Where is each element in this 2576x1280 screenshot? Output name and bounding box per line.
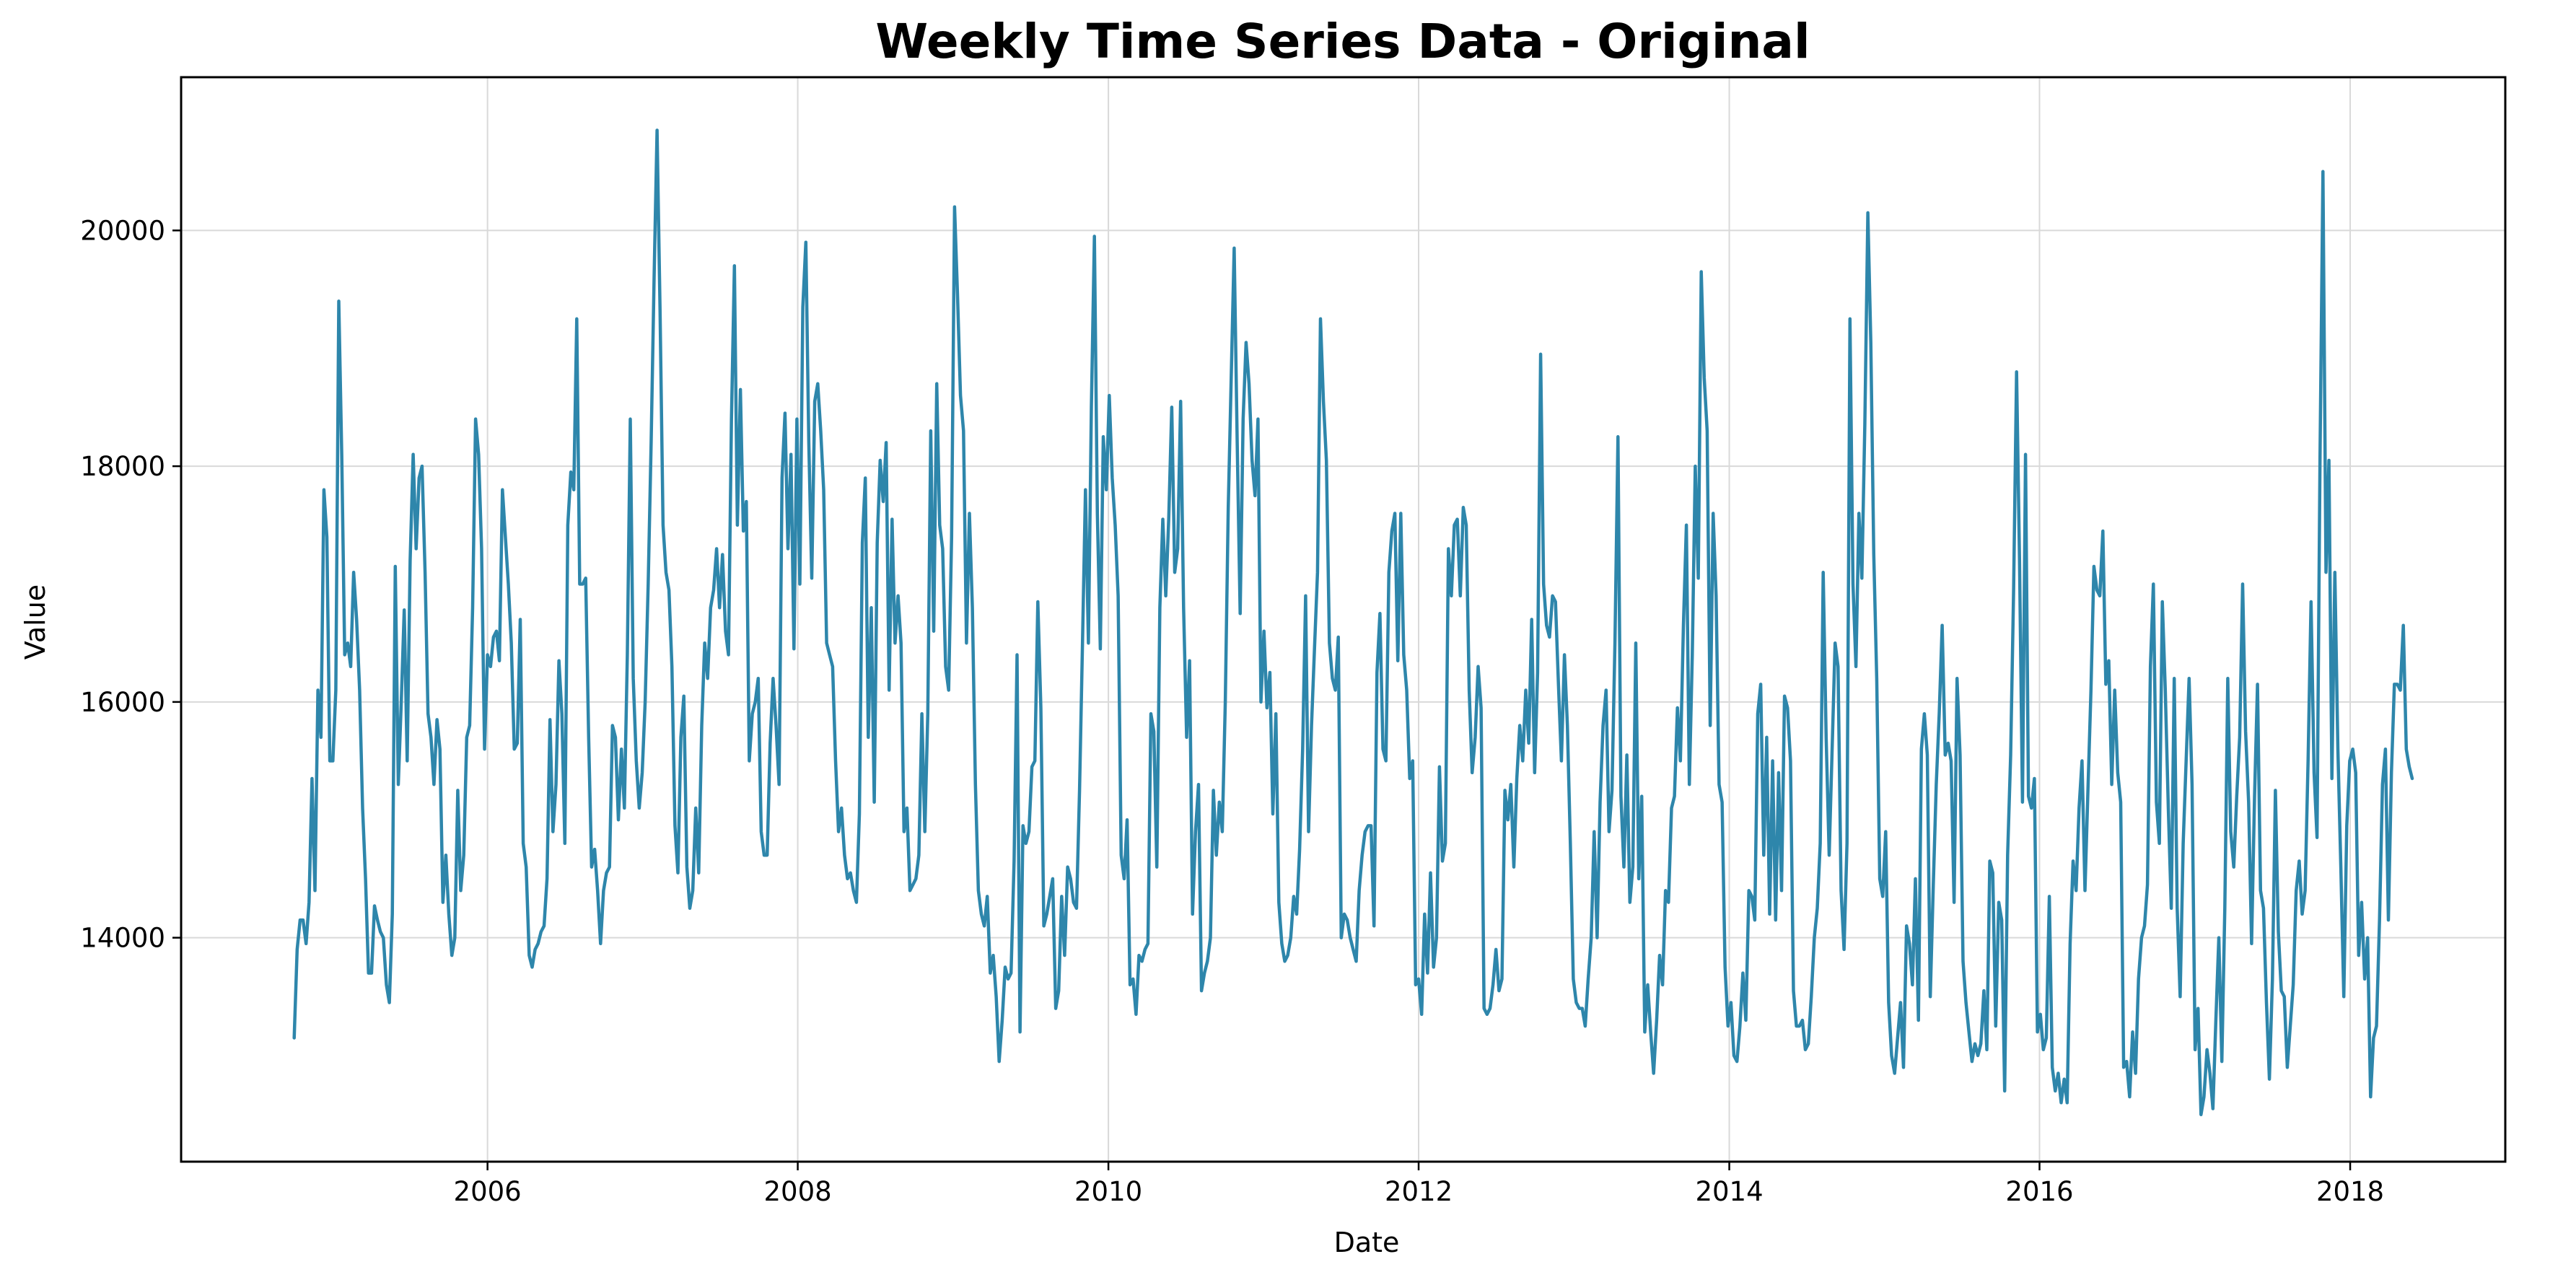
y-tick-label: 14000 (80, 923, 165, 954)
y-axis-label: Value (19, 584, 51, 659)
axis-ticks: 2006 2008 2010 2012 2014 2016 2018 14000 16000 18… (80, 215, 2384, 1207)
series-line (292, 128, 2414, 1116)
x-tick-label: 2016 (2005, 1176, 2073, 1207)
x-tick-label: 2012 (1385, 1176, 1453, 1207)
plot-frame (180, 76, 2507, 1163)
chart-title: Weekly Time Series Data - Original (875, 14, 1810, 69)
x-tick-label: 2014 (1695, 1176, 1763, 1207)
x-tick-label: 2010 (1074, 1176, 1142, 1207)
x-tick-label: 2006 (454, 1176, 522, 1207)
y-tick-label: 20000 (80, 215, 165, 246)
grid-lines (181, 77, 2505, 1162)
y-tick-label: 16000 (80, 687, 165, 718)
y-tick-label: 18000 (80, 451, 165, 482)
series-layer (292, 128, 2414, 1116)
x-axis-label: Date (1334, 1227, 1400, 1258)
x-tick-label: 2008 (763, 1176, 831, 1207)
x-tick-label: 2018 (2316, 1176, 2384, 1207)
